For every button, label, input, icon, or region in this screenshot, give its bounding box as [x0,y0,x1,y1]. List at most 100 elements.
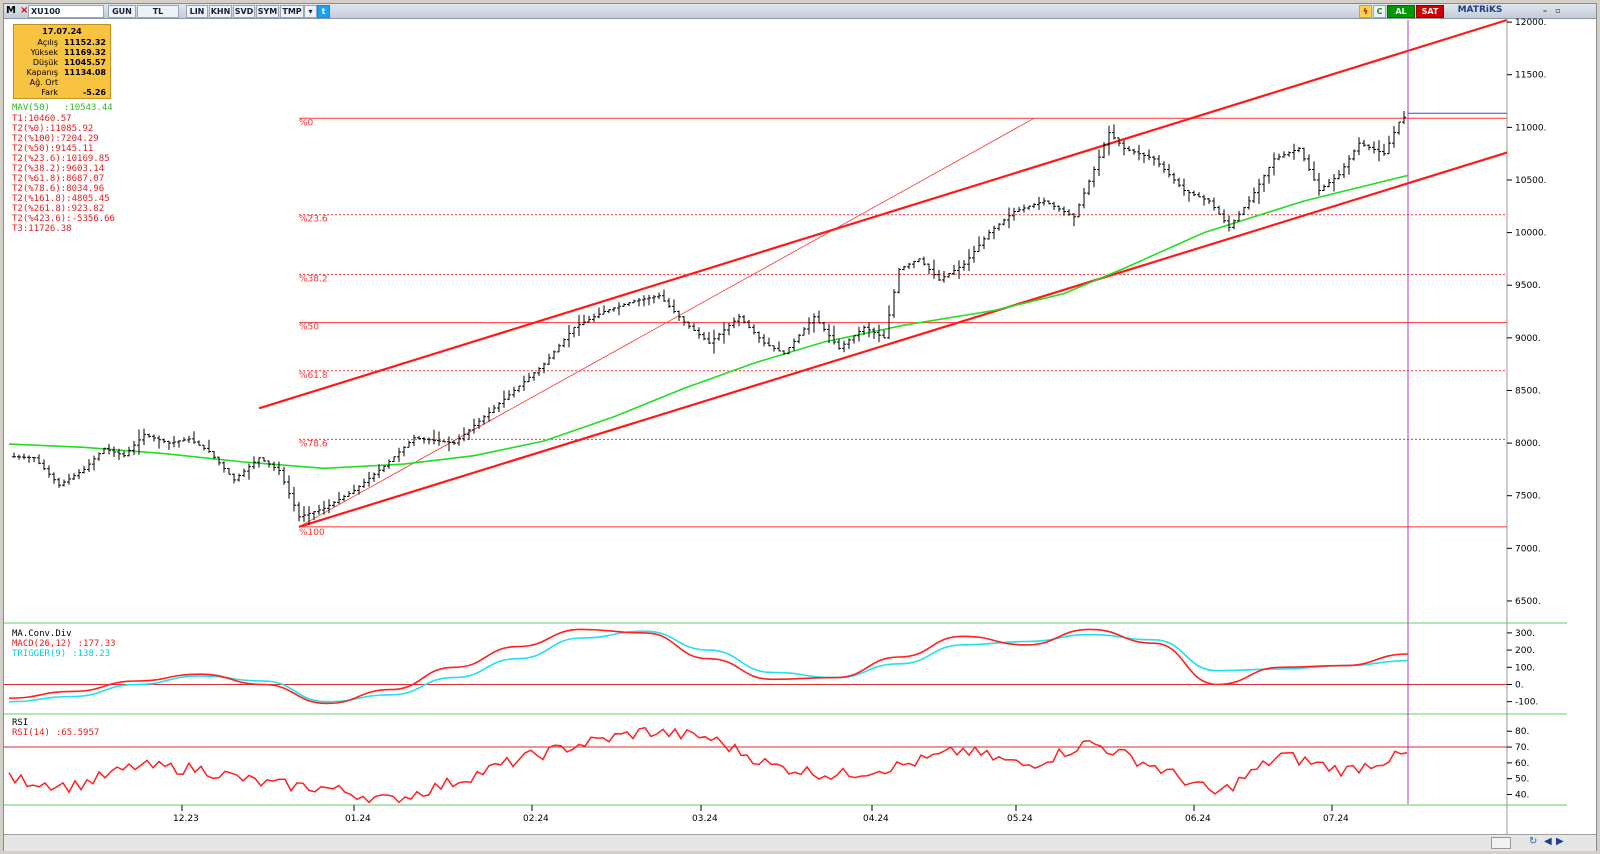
price-bar [472,418,476,434]
price-bar [652,295,656,304]
fib-legend-line: T2(%0):11085.92 [12,124,94,134]
price-bar [1022,204,1026,213]
buy-button[interactable]: AL [1387,5,1415,18]
price-bar [917,258,921,263]
ohlc-label: Açılış [37,38,58,47]
price-bar [282,466,286,485]
price-bar [267,460,271,468]
price-bar [582,314,586,326]
time-tick-label: 04.24 [863,814,889,824]
khn-button[interactable]: KHN [209,5,232,18]
price-bar [587,315,591,323]
price-bar [572,326,576,338]
price-bar [1037,196,1041,211]
price-bar [1287,151,1291,157]
price-bar [232,473,236,484]
scroll-left-icon[interactable]: ◀ [1544,836,1552,847]
price-bar [1307,154,1311,172]
price-bar [492,404,496,414]
price-bar [127,446,131,457]
price-tick-label: 11500. [1515,71,1547,81]
price-axis: 6500. 7000. 7500. 8000. 8500. 9000. 9500. 10000… [1507,18,1547,607]
refresh-icon[interactable]: C [1373,5,1386,18]
price-bar [1337,170,1341,180]
template-button[interactable]: TMP [280,5,304,18]
price-bar [297,501,301,522]
ohlc-label: Düşük [32,58,58,67]
price-bar [1137,144,1141,161]
price-bar [237,473,241,482]
ohlc-row-close: Kapanış 11134.08 [14,68,110,78]
price-bar [82,465,86,474]
currency-button[interactable]: TL [137,5,179,18]
rsi-title: RSI [12,718,29,728]
price-bar [427,437,431,445]
macd-tick-label: 100. [1515,663,1535,673]
scroll-right-icon[interactable]: ▶ [1556,836,1564,847]
price-bar [1142,152,1146,164]
price-bar [817,310,821,324]
price-bar [737,313,741,327]
chart-window[interactable]: M × XU100 GUN TL LIN KHN SVD SYM TMP ▾ t… [3,3,1597,851]
price-bar [617,302,621,316]
fib-legend-line: T2(%61.8):8687.07 [12,174,105,184]
trigger-line [8,630,1409,703]
sell-button[interactable]: SAT [1416,5,1444,18]
horizontal-scrollbar[interactable]: ↻ ◀ ▶ [4,834,1596,851]
sym-button[interactable]: SYM [256,5,279,18]
price-bar [977,236,981,253]
period-button[interactable]: GUN [108,5,136,18]
minimize-icon[interactable]: – [1543,6,1547,15]
price-bar [1402,111,1406,124]
price-bar [1297,147,1301,153]
price-bar [197,440,201,446]
price-bar [592,313,596,322]
dropdown-icon[interactable]: ▾ [304,5,317,18]
svd-button[interactable]: SVD [233,5,255,18]
scroll-thumb[interactable] [1491,837,1511,849]
app-menu-icon[interactable]: M [6,5,16,16]
price-bar [942,271,946,283]
price-bar [367,471,371,487]
close-symbol-icon[interactable]: × [20,5,29,16]
symbol-field[interactable]: XU100 [28,5,104,18]
price-bar [732,317,736,329]
price-bar [1192,190,1196,197]
reset-zoom-icon[interactable]: ↻ [1529,836,1538,847]
price-bar [1007,207,1011,229]
flash-icon[interactable]: ϟ [1359,5,1372,18]
price-bar [742,315,746,324]
restore-icon[interactable]: ▫ [1555,6,1561,15]
rsi-legend: RSI(14):65.5957 [12,728,99,738]
price-bar [432,429,436,445]
price-bar [1392,126,1396,148]
price-bar [1262,174,1266,192]
price-bar [1127,146,1131,152]
price-bar [797,334,801,344]
price-bar [777,341,781,352]
price-bar [447,436,451,452]
price-bar [1292,143,1296,160]
price-bar [1087,179,1091,196]
price-bar [1397,121,1401,135]
price-bar [1277,153,1281,161]
price-bar [467,428,471,441]
price-bar [892,289,896,318]
price-bar [552,350,556,360]
rsi-tick-label: 60. [1515,759,1529,769]
price-bar [352,484,356,494]
price-bar [787,346,791,355]
twitter-icon[interactable]: t [317,5,330,18]
price-bar [717,332,721,341]
rsi-label: RSI(14) [12,728,50,738]
price-bar [1362,139,1366,147]
fib-legend-line: T2(%161.8):4805.45 [12,194,110,204]
linear-button[interactable]: LIN [186,5,208,18]
price-bar [442,440,446,443]
chart-canvas[interactable]: %0 %23.6 %38.2 %50 %61.8 %78.6 %100 300. 200. 10… [4,4,1596,850]
price-bar [1237,210,1241,222]
price-bar [1327,178,1331,188]
price-bar [1187,189,1191,202]
price-bar [952,264,956,276]
price-bar [1072,213,1076,227]
